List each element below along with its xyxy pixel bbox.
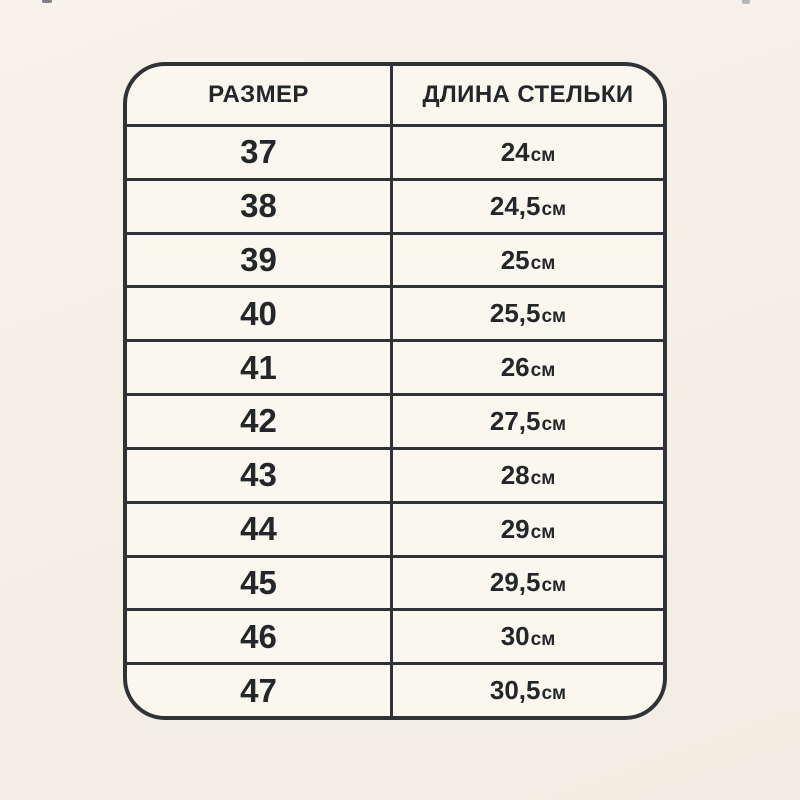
length-cell-unit: см <box>530 360 556 382</box>
length-cell-unit: см <box>541 683 567 705</box>
length-cell-unit: см <box>530 629 556 651</box>
top-edge-cropped-artifact-left <box>42 0 52 3</box>
size-cell: 45 <box>127 557 393 609</box>
size-cell: 46 <box>127 611 393 663</box>
size-cell: 37 <box>127 127 393 178</box>
length-cell-text: 24см <box>501 137 556 168</box>
size-cell-value: 42 <box>240 402 277 440</box>
length-cell-unit: см <box>541 198 567 220</box>
length-cell-value: 25 <box>500 244 530 275</box>
length-cell-unit: см <box>541 413 567 435</box>
length-cell: 26см <box>393 342 663 393</box>
length-cell-text: 25,5см <box>490 298 566 329</box>
length-cell: 24см <box>393 127 663 178</box>
length-cell: 29,5см <box>393 558 663 609</box>
length-cell-unit: см <box>541 306 567 328</box>
size-cell: 40 <box>127 288 393 340</box>
length-cell-text: 29см <box>501 514 556 545</box>
length-cell-value: 26 <box>500 352 530 383</box>
size-column-header-cell: РАЗМЕР <box>127 66 393 124</box>
table-row: 38 24,5см <box>127 177 663 232</box>
length-cell: 27,5см <box>393 396 663 447</box>
length-cell-text: 26см <box>501 352 556 383</box>
length-cell: 25см <box>393 235 663 286</box>
top-edge-cropped-artifact-right <box>742 0 750 4</box>
length-cell: 28см <box>393 450 663 501</box>
length-cell-value: 24,5 <box>489 190 541 221</box>
table-row: 47 30,5см <box>127 662 663 716</box>
size-cell-value: 39 <box>240 241 277 279</box>
size-cell: 38 <box>127 180 393 232</box>
length-cell-text: 27,5см <box>490 406 566 437</box>
size-column-header: РАЗМЕР <box>208 81 309 108</box>
length-cell-text: 30см <box>501 621 556 652</box>
length-cell: 30см <box>393 611 663 662</box>
table-row: 45 29,5см <box>127 554 663 609</box>
size-cell: 41 <box>127 342 393 394</box>
table-row: 41 26см <box>127 339 663 394</box>
table-row: 40 25,5см <box>127 285 663 340</box>
length-cell-unit: см <box>541 575 567 597</box>
length-column-header: ДЛИНА СТЕЛЬКИ <box>422 81 634 108</box>
length-cell-value: 30,5 <box>489 675 541 706</box>
length-cell-text: 28см <box>501 460 556 491</box>
length-cell-value: 30 <box>500 621 530 652</box>
table-row: 44 29см <box>127 500 663 555</box>
size-cell-value: 38 <box>240 187 277 225</box>
size-cell: 39 <box>127 234 393 286</box>
length-cell: 29см <box>393 504 663 555</box>
length-cell-value: 29,5 <box>489 567 541 598</box>
length-cell-unit: см <box>530 144 556 166</box>
length-cell: 30,5см <box>393 665 663 716</box>
length-cell-value: 25,5 <box>489 298 541 329</box>
length-column-header-cell: ДЛИНА СТЕЛЬКИ <box>393 66 663 124</box>
length-cell-value: 27,5 <box>489 405 541 436</box>
length-cell-unit: см <box>530 467 556 489</box>
table-row: 42 27,5см <box>127 393 663 447</box>
size-cell: 44 <box>127 503 393 555</box>
length-cell-value: 24 <box>500 136 530 167</box>
length-cell-value: 28 <box>500 459 530 490</box>
length-cell: 25,5см <box>393 288 663 339</box>
table-row: 43 28см <box>127 446 663 501</box>
table-row: 46 30см <box>127 608 663 663</box>
length-cell-unit: см <box>530 252 556 274</box>
size-cell-value: 41 <box>240 348 277 386</box>
length-cell-text: 30,5см <box>490 675 566 706</box>
size-cell-value: 40 <box>240 294 277 332</box>
length-cell-value: 29 <box>500 513 530 544</box>
length-cell-unit: см <box>530 521 556 543</box>
length-cell-text: 24,5см <box>490 191 566 222</box>
size-cell: 43 <box>127 449 393 501</box>
table-row: 37 24см <box>127 124 663 178</box>
size-cell-value: 46 <box>240 617 277 655</box>
length-cell-text: 25см <box>501 245 556 276</box>
size-cell-value: 44 <box>240 510 277 548</box>
length-cell-text: 29,5см <box>490 567 566 598</box>
length-cell: 24,5см <box>393 181 663 232</box>
size-cell: 42 <box>127 396 393 447</box>
size-chart-table: РАЗМЕР ДЛИНА СТЕЛЬКИ 37 24см 38 24,5см 3… <box>123 62 667 720</box>
size-cell-value: 47 <box>240 671 277 709</box>
size-cell-value: 45 <box>240 563 277 601</box>
size-cell-value: 43 <box>240 456 277 494</box>
size-cell-value: 37 <box>240 133 277 171</box>
table-row: 39 25см <box>127 231 663 286</box>
table-header-row: РАЗМЕР ДЛИНА СТЕЛЬКИ <box>127 66 663 124</box>
size-cell: 47 <box>127 665 393 716</box>
